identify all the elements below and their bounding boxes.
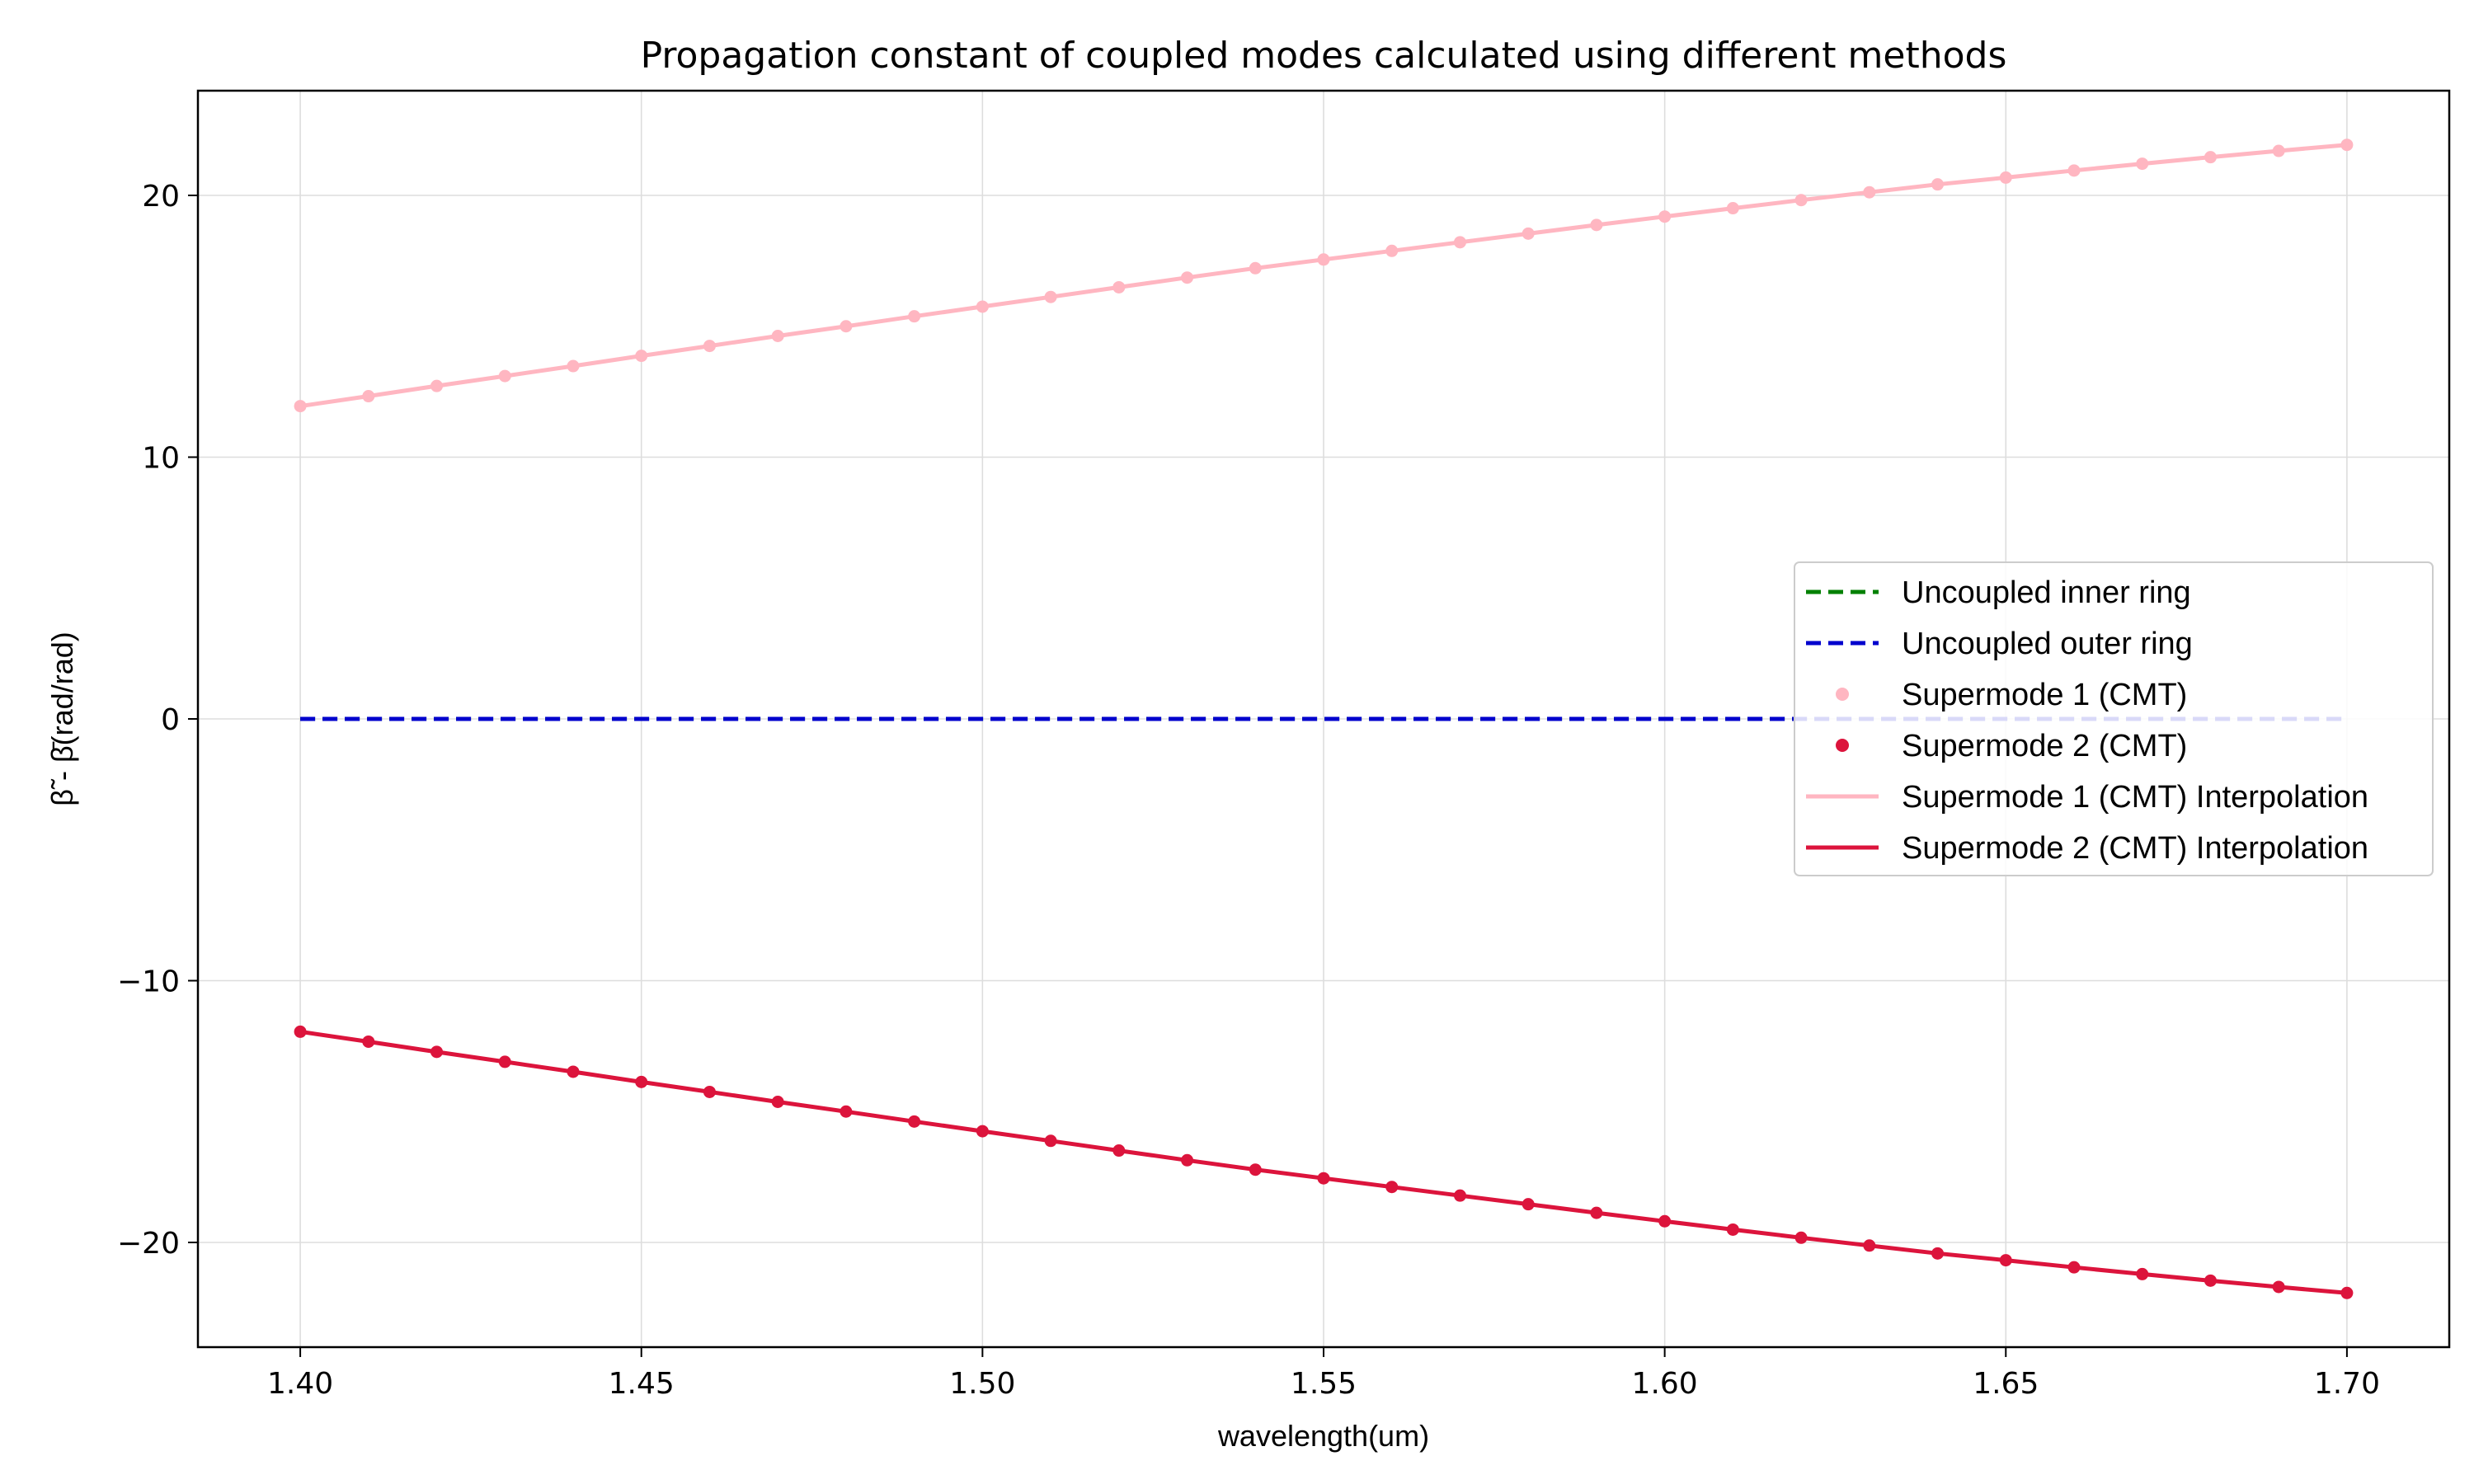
series-4-point xyxy=(1181,1153,1194,1167)
y-tick-label: −20 xyxy=(117,1227,180,1261)
chart-title: Propagation constant of coupled modes ca… xyxy=(641,35,2007,77)
series-4-point xyxy=(771,1096,784,1109)
series-4-point xyxy=(430,1045,444,1059)
series-4-point xyxy=(1385,1181,1399,1194)
x-tick-label: 1.50 xyxy=(949,1367,1015,1401)
series-3-point xyxy=(294,400,307,413)
legend-box xyxy=(1794,561,2434,876)
series-4-point xyxy=(1112,1144,1126,1158)
series-3-point xyxy=(1794,194,1808,207)
legend-entry-1-label: Uncoupled inner ring xyxy=(1902,575,2191,610)
y-axis-title: β̃ - β̄(rad/rad) xyxy=(45,632,79,805)
series-3-point xyxy=(908,310,921,323)
series-4-point xyxy=(362,1035,375,1048)
series-4-point xyxy=(498,1055,511,1068)
legend-entry-4-marker xyxy=(1836,739,1849,752)
series-3-point xyxy=(2204,151,2217,164)
legend-entry-3-label: Supermode 1 (CMT) xyxy=(1902,678,2187,712)
series-4-point xyxy=(703,1085,716,1098)
y-tick-label: 10 xyxy=(142,442,180,476)
legend-entries: Uncoupled inner ring Uncoupled outer ring… xyxy=(1806,575,2368,866)
series-4-point xyxy=(1317,1172,1330,1185)
series-3-point xyxy=(2340,139,2354,152)
series-4-point xyxy=(1863,1239,1876,1252)
y-tick-label: −10 xyxy=(117,965,180,999)
y-tick-label: 0 xyxy=(161,703,180,737)
x-tick-label: 1.60 xyxy=(1632,1367,1698,1401)
x-tick-label: 1.55 xyxy=(1291,1367,1357,1401)
series-3-point xyxy=(1181,271,1194,284)
legend-entry-3-marker xyxy=(1836,688,1849,701)
series-3-point xyxy=(635,350,648,363)
legend: Uncoupled inner ring Uncoupled outer ring… xyxy=(1794,561,2434,876)
legend-entry-4-label: Supermode 2 (CMT) xyxy=(1902,729,2187,763)
series-4-point xyxy=(2136,1267,2149,1280)
series-3-point xyxy=(1522,227,1535,240)
series-3-point xyxy=(1931,178,1945,191)
series-3-point xyxy=(1317,253,1330,266)
series-4-point xyxy=(2340,1286,2354,1299)
series-3-point xyxy=(1044,290,1057,303)
legend-entry-2-label: Uncoupled outer ring xyxy=(1902,627,2193,661)
series-3-point xyxy=(2136,157,2149,171)
series-3-point xyxy=(1726,202,1739,215)
series-3-point xyxy=(2067,164,2081,177)
series-4-point xyxy=(567,1065,580,1078)
axis-ticks: 1.40 1.45 1.50 1.55 1.60 1.65 1.70 −20 −10 0 10 20 xyxy=(117,180,2380,1401)
series-4-point xyxy=(635,1075,648,1088)
series-4-point xyxy=(1931,1247,1945,1260)
series-4-point xyxy=(1794,1231,1808,1244)
series-4-point xyxy=(840,1105,853,1118)
series-4-point xyxy=(2204,1274,2217,1287)
series-3-point xyxy=(840,320,853,333)
series-3-point xyxy=(1658,210,1672,223)
series-3-point xyxy=(1249,261,1262,275)
series-3-point xyxy=(1385,244,1399,257)
series-3-point xyxy=(1453,236,1466,249)
series-3-point xyxy=(1863,186,1876,199)
series-3-point xyxy=(771,329,784,342)
series-3-point xyxy=(703,340,716,353)
x-tick-label: 1.70 xyxy=(2314,1367,2380,1401)
x-tick-label: 1.65 xyxy=(1973,1367,2039,1401)
series-3-point xyxy=(2272,144,2285,157)
series-3-point xyxy=(567,359,580,373)
series-4-point xyxy=(2067,1261,2081,1274)
series-4-point xyxy=(1453,1189,1466,1202)
series-3-point xyxy=(1112,280,1126,294)
series-4-point xyxy=(908,1115,921,1128)
series-4-point xyxy=(976,1125,989,1138)
series-4-point xyxy=(1658,1214,1672,1228)
series-3-point xyxy=(430,379,444,392)
legend-entry-6-label: Supermode 2 (CMT) Interpolation xyxy=(1902,831,2368,866)
series-4-point xyxy=(1522,1198,1535,1211)
series-3-point xyxy=(362,390,375,403)
series-4-point xyxy=(294,1025,307,1038)
legend-entry-5-label: Supermode 1 (CMT) Interpolation xyxy=(1902,780,2368,815)
series-4-point xyxy=(1249,1163,1262,1176)
series-4-point xyxy=(2272,1280,2285,1294)
series-3-point xyxy=(498,369,511,383)
x-tick-label: 1.45 xyxy=(609,1367,675,1401)
series-4-point xyxy=(1726,1223,1739,1236)
series-3-point xyxy=(976,300,989,313)
series-4-point xyxy=(1999,1254,2012,1267)
series-3-point xyxy=(1999,171,2012,184)
series-3-point xyxy=(1590,218,1603,232)
y-tick-label: 20 xyxy=(142,180,180,214)
series-4-point xyxy=(1590,1206,1603,1219)
x-tick-label: 1.40 xyxy=(267,1367,333,1401)
series-4-point xyxy=(1044,1134,1057,1148)
x-axis-title: wavelength(um) xyxy=(1217,1419,1429,1453)
